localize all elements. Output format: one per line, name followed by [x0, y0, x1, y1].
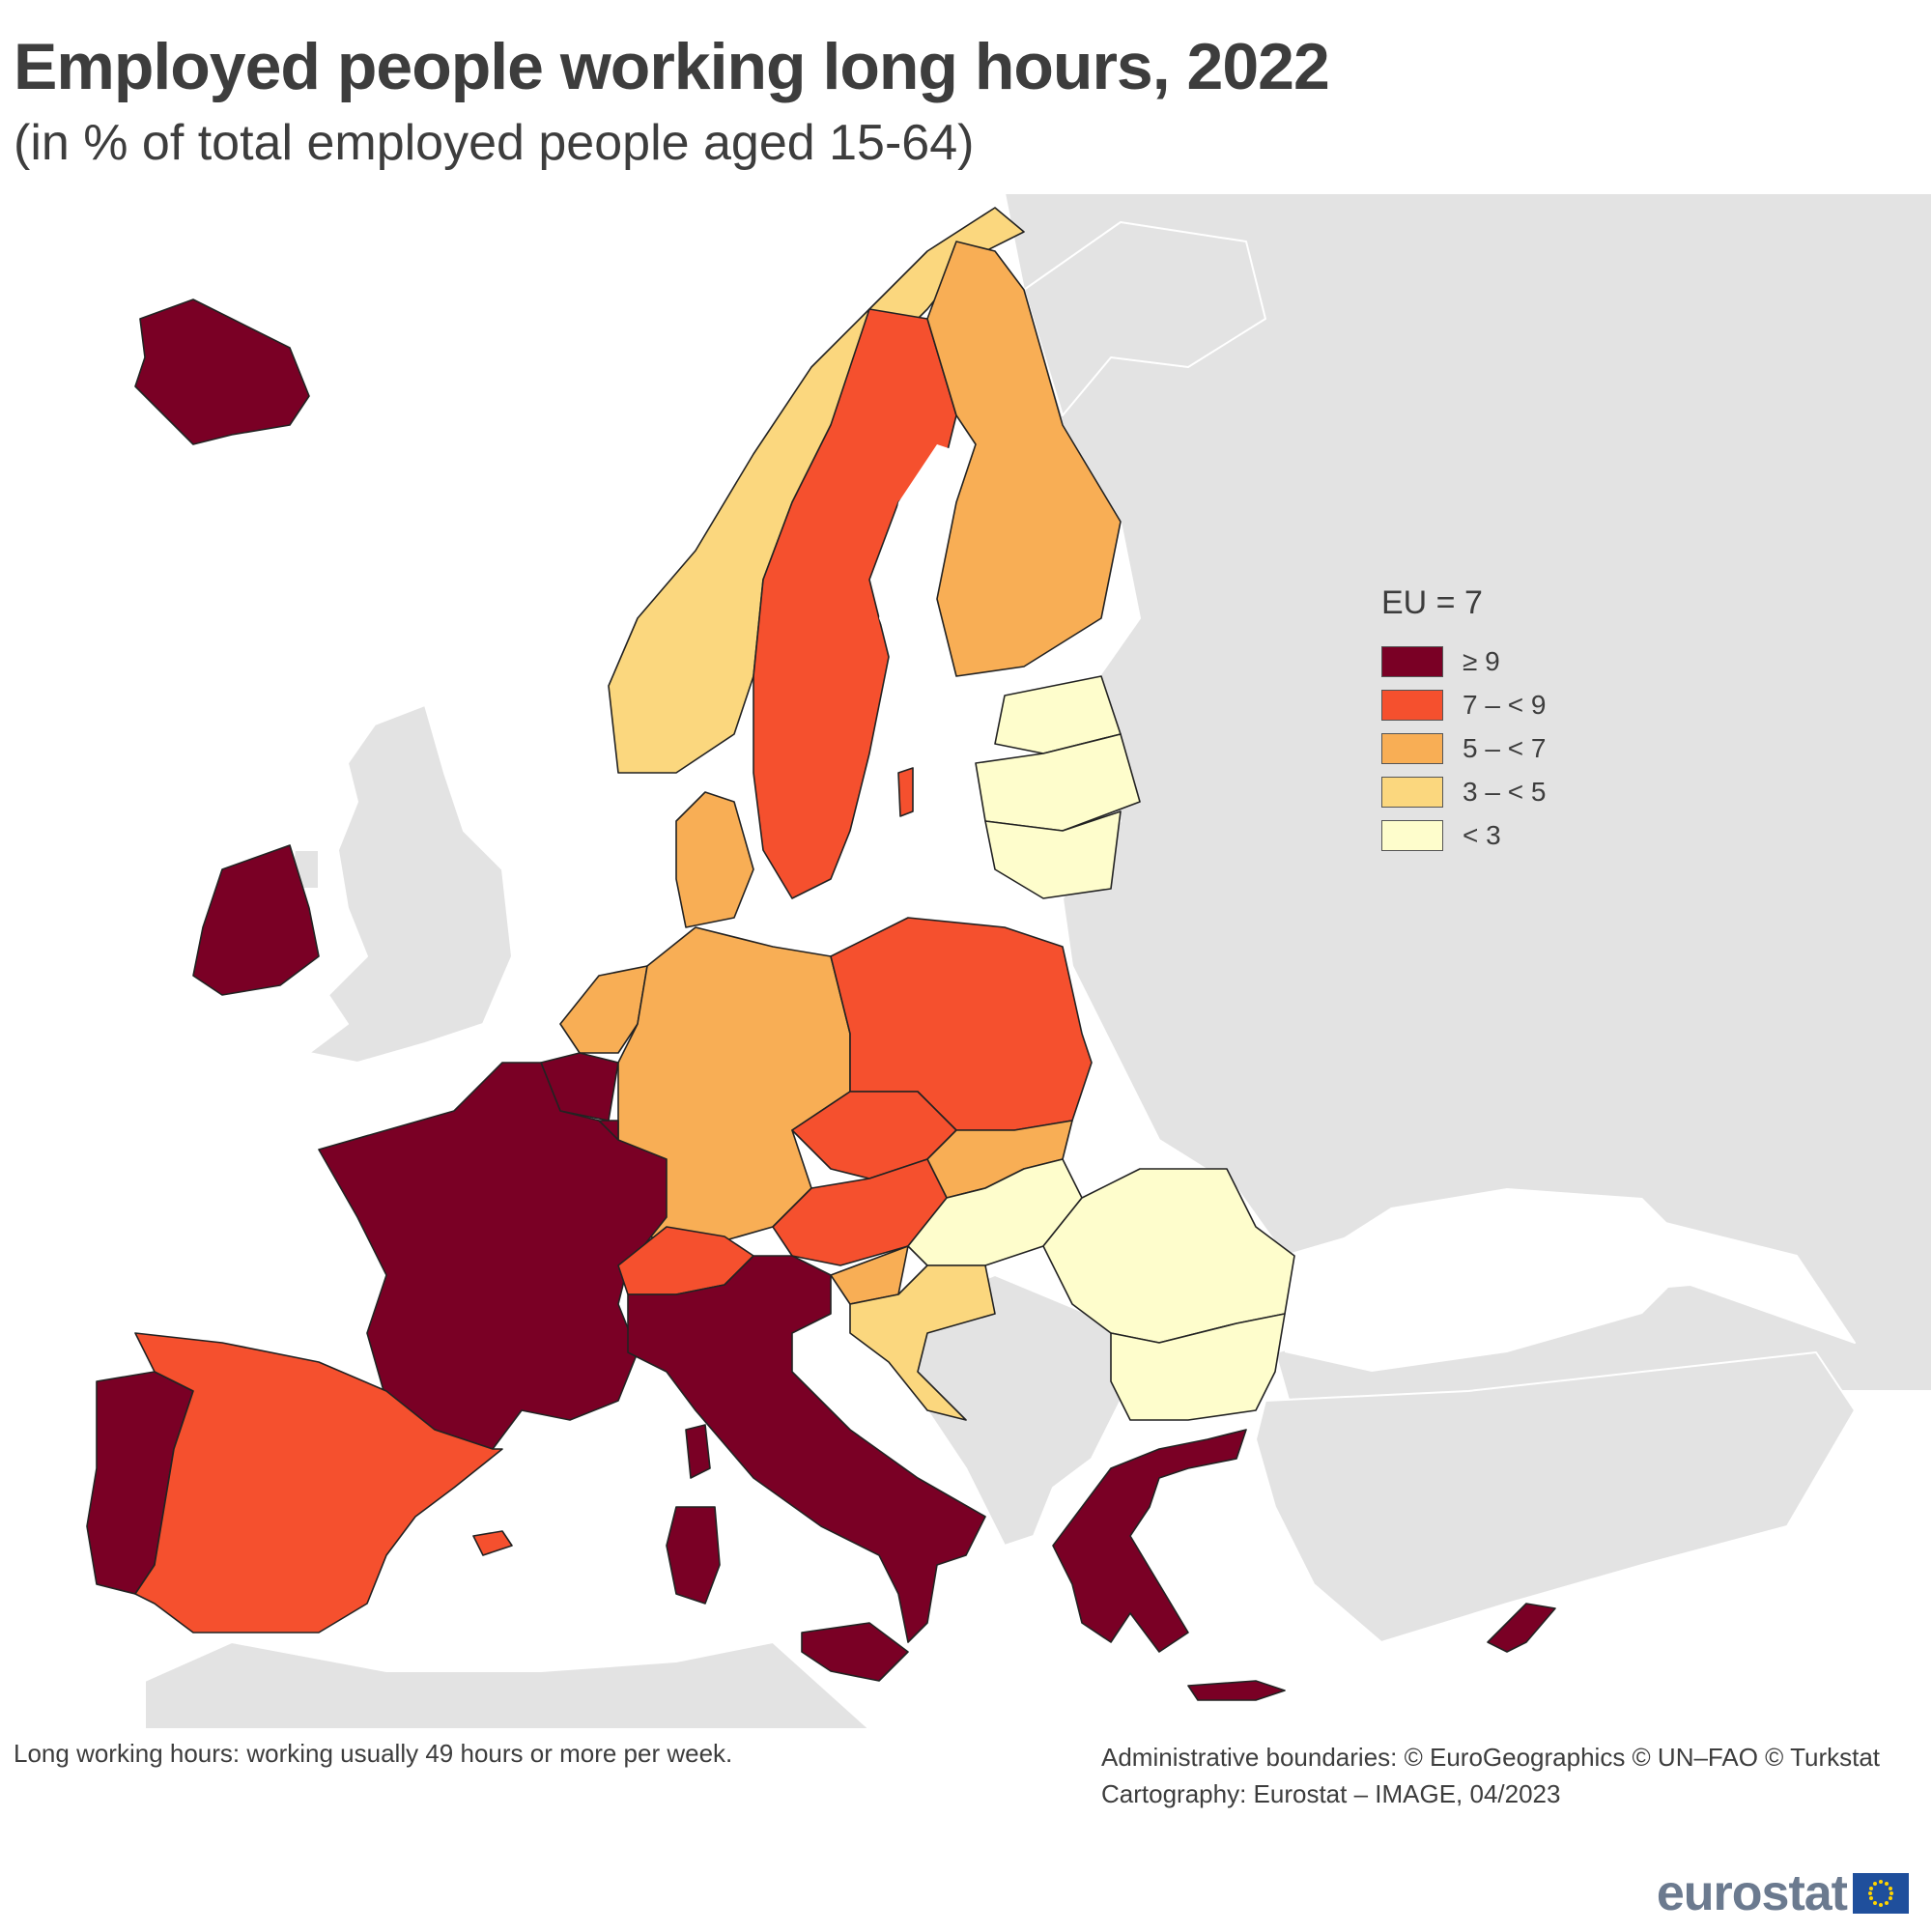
- legend-item: < 3: [1381, 813, 1546, 857]
- logo-text: eurostat: [1656, 1865, 1848, 1921]
- ireland: [192, 844, 320, 996]
- cyprus: [1487, 1603, 1556, 1653]
- croatia: [849, 1264, 996, 1421]
- legend-label: < 3: [1463, 819, 1501, 850]
- sardinia: [666, 1506, 721, 1605]
- credits-boundaries: Administrative boundaries: © EuroGeograp…: [1101, 1743, 1881, 1772]
- romania: [1042, 1168, 1295, 1344]
- legend-title: EU = 7: [1381, 584, 1483, 621]
- legend-label: 3 – < 5: [1463, 776, 1547, 807]
- bulgaria: [1110, 1313, 1286, 1421]
- legend-swatch: [1381, 645, 1443, 677]
- legend-label: 5 – < 7: [1463, 732, 1547, 763]
- legend-swatch: [1381, 732, 1443, 764]
- balearic-islands: [472, 1530, 513, 1556]
- iceland: [134, 298, 310, 445]
- france: [318, 1062, 668, 1450]
- legend-label: 7 – < 9: [1463, 689, 1547, 720]
- europe-choropleth-map: [0, 188, 1932, 1734]
- denmark: [675, 791, 754, 928]
- crete: [1187, 1680, 1286, 1701]
- finland: [926, 241, 1122, 677]
- legend-label: ≥ 9: [1463, 645, 1500, 676]
- spain: [134, 1332, 503, 1634]
- legend-swatch: [1381, 776, 1443, 808]
- credits-cartography: Cartography: Eurostat – IMAGE, 04/2023: [1101, 1779, 1561, 1808]
- eu-flag-icon: [1853, 1873, 1909, 1914]
- gulf-of-bothnia: [879, 444, 966, 667]
- eurostat-logo: eurostat: [1657, 1864, 1909, 1922]
- lithuania: [984, 810, 1122, 899]
- western-balkans: [897, 1274, 1122, 1547]
- legend-item: 5 – < 7: [1381, 726, 1546, 770]
- footnote: Long working hours: working usually 49 h…: [14, 1739, 733, 1768]
- gotland: [897, 767, 914, 817]
- legend-item: ≥ 9: [1381, 639, 1546, 683]
- black-sea: [1285, 1188, 1700, 1372]
- greece: [1052, 1429, 1247, 1653]
- italy: [627, 1255, 986, 1643]
- legend-swatch: [1381, 689, 1443, 721]
- north-africa: [144, 1641, 870, 1730]
- legend-item: 3 – < 5: [1381, 770, 1546, 813]
- legend-item: 7 – < 9: [1381, 683, 1546, 726]
- legend-swatch: [1381, 819, 1443, 851]
- united-kingdom: [308, 704, 513, 1064]
- kola-peninsula: [1023, 221, 1266, 416]
- corsica: [685, 1424, 711, 1479]
- countries: [86, 207, 1556, 1701]
- map-title: Employed people working long hours, 2022: [14, 30, 1330, 103]
- map-legend: EU = 7 ≥ 9 7 – < 9 5 – < 7 3 – < 5 < 3: [1381, 584, 1546, 857]
- map-subtitle: (in % of total employed people aged 15-6…: [14, 115, 975, 171]
- sweden: [753, 308, 957, 899]
- credits: Administrative boundaries: © EuroGeograp…: [1101, 1739, 1880, 1812]
- turkey: [1255, 1351, 1856, 1643]
- sicily: [801, 1622, 909, 1682]
